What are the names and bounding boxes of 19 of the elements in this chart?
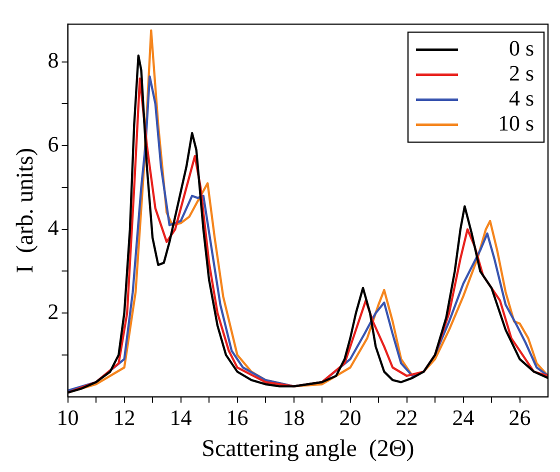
- y-axis-title: I (arb. units): [12, 148, 39, 274]
- x-tick-label: 10: [56, 404, 79, 430]
- y-tick-label: 8: [48, 48, 59, 73]
- y-tick-label: 2: [48, 298, 59, 324]
- x-tick-label: 20: [339, 404, 362, 430]
- x-tick-label: 18: [282, 404, 305, 430]
- legend-label: 0 s: [508, 35, 534, 60]
- x-axis-title: Scattering angle (2Θ): [202, 436, 414, 462]
- x-tick-label: 16: [226, 404, 248, 430]
- x-tick-label: 22: [396, 404, 418, 430]
- x-tick-label: 14: [170, 404, 192, 430]
- x-tick-label: 12: [113, 404, 136, 430]
- legend-label: 2 s: [508, 60, 534, 86]
- x-tick-label: 24: [452, 404, 474, 430]
- legend-label: 10 s: [498, 110, 534, 136]
- y-tick-label: 6: [48, 131, 59, 156]
- legend-label: 4 s: [508, 85, 534, 110]
- x-tick-label: 26: [508, 404, 531, 430]
- y-tick-label: 4: [48, 215, 59, 240]
